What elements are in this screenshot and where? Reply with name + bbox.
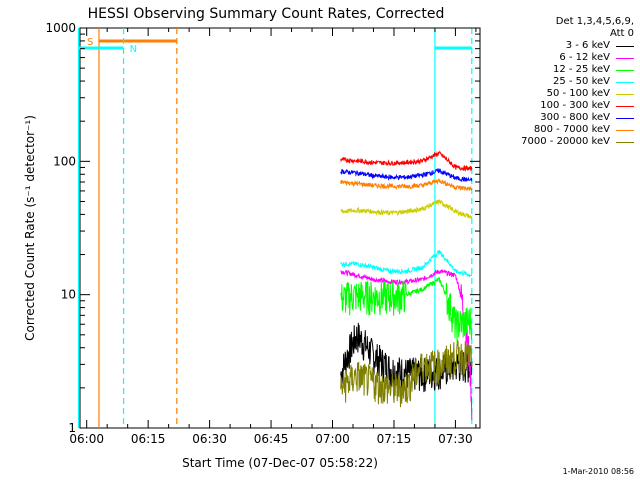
series-line-12-25-kev [340,276,473,344]
legend: Det 1,3,4,5,6,9, Att 0 3 - 6 keV 6 - 12 k… [480,16,634,148]
flag-label-n: N [130,44,137,55]
x-tick-label: 06:45 [254,432,289,446]
legend-header-line-2: Att 0 [609,28,634,39]
series-line-3-6-kev [340,322,473,393]
plot-frame [79,27,481,429]
y-tick-label: 1000 [45,21,76,35]
x-tick-label: 07:00 [315,432,350,446]
legend-item-swatch [616,105,634,107]
legend-item-label: 6 - 12 keV [559,52,610,63]
legend-item-label: 25 - 50 keV [552,76,610,87]
legend-item-swatch [616,141,634,143]
legend-item: 800 - 7000 keV [480,124,634,136]
series-line-7000-20000-kev [340,340,473,408]
legend-item-swatch [616,57,634,59]
legend-item-swatch [616,69,634,71]
y-axis-label: Corrected Count Rate (s⁻¹ detector⁻¹) [23,115,37,341]
legend-item-label: 100 - 300 keV [540,100,610,111]
x-tick-label: 06:15 [131,432,166,446]
x-tick-label: 07:15 [377,432,412,446]
legend-item: 25 - 50 keV [480,76,634,88]
legend-item-swatch [616,117,634,119]
series-line-300-800-kev [340,168,473,183]
y-tick-label: 10 [61,288,76,302]
series-line-800-7000-kev [340,178,473,192]
legend-item-swatch [616,45,634,47]
legend-item: 7000 - 20000 keV [480,136,634,148]
series-line-25-50-kev [340,249,473,278]
legend-item-swatch [616,129,634,131]
footer-date: 1-Mar-2010 08:56 [562,467,634,476]
series-line-6-12-kev [340,268,473,420]
chart-title: HESSI Observing Summary Count Rates, Cor… [88,6,445,22]
legend-item: 3 - 6 keV [480,40,634,52]
legend-header-line-1: Det 1,3,4,5,6,9, [555,16,634,27]
flag-label-s: S [87,37,93,48]
x-tick-label: 06:30 [192,432,227,446]
legend-item-label: 3 - 6 keV [565,40,610,51]
legend-item: 50 - 100 keV [480,88,634,100]
y-tick-label: 100 [53,154,76,168]
y-tick-label: 1 [68,421,76,435]
legend-item: 6 - 12 keV [480,52,634,64]
legend-item-swatch [616,93,634,95]
legend-item-label: 800 - 7000 keV [533,124,610,135]
legend-item-label: 7000 - 20000 keV [521,136,610,147]
legend-item-label: 12 - 25 keV [552,64,610,75]
legend-item: 300 - 800 keV [480,112,634,124]
legend-item-label: 300 - 800 keV [540,112,610,123]
legend-item-label: 50 - 100 keV [546,88,610,99]
x-tick-label: 07:30 [438,432,473,446]
series-line-50-100-kev [340,198,473,220]
x-axis-label: Start Time (07-Dec-07 05:58:22) [182,456,378,470]
legend-item: 12 - 25 keV [480,64,634,76]
legend-item-swatch [616,81,634,83]
x-tick-label: 06:00 [69,432,104,446]
legend-item: 100 - 300 keV [480,100,634,112]
series-line-100-300-kev [340,150,473,172]
